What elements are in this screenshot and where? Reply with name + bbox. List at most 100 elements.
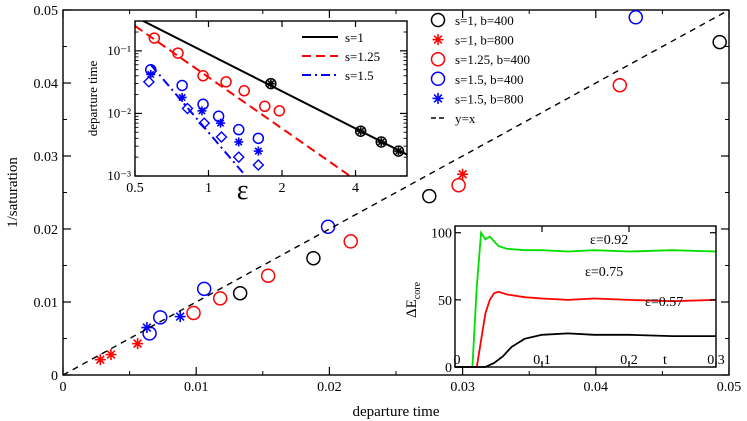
inset-point: [234, 137, 244, 147]
legend-label: s=1.25, b=400: [455, 52, 530, 67]
data-point: [612, 77, 628, 93]
inset-point: [232, 151, 245, 164]
data-point: [105, 349, 117, 361]
data-point: [628, 10, 644, 25]
inset-point: [176, 79, 188, 92]
data-point: [186, 305, 201, 321]
inset-point: [220, 76, 232, 88]
data-point: [451, 177, 466, 193]
inset-point: [375, 136, 388, 148]
inset-top-frame: [134, 20, 408, 177]
y-tick-label: 0.05: [34, 4, 59, 19]
main-plot: 0 0.01 0.02 0.03 0.04 0.05 0 0.01 0.02 0.03 0.04 0.…: [5, 4, 741, 420]
inset-point: [148, 32, 161, 44]
data-point: [174, 311, 186, 323]
y-tick-label: 0.02: [34, 223, 59, 238]
inset2-curve-label: ε=0.57: [645, 295, 683, 310]
inset-point: [215, 131, 228, 143]
legend: s=1, b=400 s=1, b=800 s=1.25, b=400 s=1.5, …: [430, 12, 530, 126]
energy-curve: [455, 290, 717, 368]
legend-marker: [430, 71, 446, 87]
inset-x-tick-label: 2: [279, 181, 286, 196]
data-point: [260, 268, 276, 283]
inset-point: [238, 85, 250, 97]
inset2-x-axis-label: t: [663, 353, 667, 368]
inset-energy-plot: 0 0.1 0.2 0.3 0 50 100 t ΔEcore ε=0.92 ε=0.75 ε=0.5…: [404, 225, 725, 376]
inset2-y-tick-label: 50: [438, 294, 452, 309]
inset-y-axis-label: departure time: [85, 61, 100, 137]
inset-point: [181, 102, 194, 115]
inset-point: [172, 47, 184, 59]
inset-top-data: [135, 21, 407, 176]
legend-marker: [430, 12, 446, 28]
inset2-y-tick-label: 100: [431, 227, 452, 242]
inset-point: [354, 125, 367, 137]
x-tick-label: 0: [60, 380, 67, 395]
inset-y-tick-label: 10⁻³: [107, 168, 131, 183]
energy-curve: [455, 332, 716, 368]
inset2-x-tick-label: 0.2: [620, 353, 638, 368]
x-tick-label: 0.01: [184, 380, 209, 395]
inset-point: [216, 118, 226, 128]
inset-fit-line: [135, 25, 351, 176]
inset-point: [198, 117, 211, 130]
data-point: [196, 281, 212, 297]
inset-point: [252, 132, 265, 145]
data-point: [457, 168, 469, 180]
inset2-curve-label: ε=0.75: [585, 265, 623, 280]
energy-curve: [455, 229, 717, 368]
x-tick-label: 0.04: [584, 380, 609, 395]
inset-point-star: [377, 137, 386, 146]
y-equals-x-line: [62, 9, 730, 376]
inset-point: [252, 158, 265, 171]
inset2-x-tick-label: 0.3: [707, 353, 725, 368]
legend-label: s=1, b=400: [455, 13, 514, 28]
x-tick-label: 0.03: [450, 380, 475, 395]
inset2-y-axis-label: ΔEcore: [404, 281, 423, 318]
inset2-y-tick-label: 0: [445, 361, 452, 376]
inset-point-star: [356, 127, 365, 136]
x-axis-label: departure time: [352, 404, 439, 420]
inset-x-axis-label: ε: [237, 175, 249, 206]
inset-point: [392, 145, 405, 157]
data-point: [306, 250, 321, 266]
inset-point: [197, 70, 209, 82]
inset2-x-tick-label: 0: [454, 353, 461, 368]
y-tick-label: 0.03: [34, 150, 59, 165]
inset-y-tick-label: 10⁻¹: [107, 43, 131, 58]
inset-legend-label: s=1.25: [345, 49, 380, 64]
inset-top-background: [135, 21, 407, 176]
inset-point: [253, 146, 263, 156]
legend-label: s=1, b=800: [455, 33, 514, 48]
inset-legend: s=1 s=1.25 s=1.5: [302, 30, 380, 83]
data-point: [94, 354, 106, 366]
y-tick-label: 0.04: [34, 77, 59, 92]
data-point: [232, 285, 248, 301]
data-point: [212, 291, 228, 306]
legend-marker: [430, 51, 446, 67]
inset-legend-label: s=1: [345, 30, 364, 45]
legend-marker: [432, 92, 444, 104]
inset-point: [177, 92, 187, 102]
inset-legend-label: s=1.5: [345, 68, 374, 83]
inset-point: [259, 100, 271, 113]
data-point: [712, 34, 727, 50]
legend-label: s=1.5, b=400: [455, 72, 523, 87]
inset-point-star: [394, 147, 403, 156]
y-tick-label: 0.01: [34, 296, 59, 311]
legend-label: y=x: [455, 111, 476, 126]
inset2-x-tick-label: 0.1: [533, 353, 551, 368]
y-tick-label: 0: [51, 369, 58, 384]
inset-point-star: [266, 79, 275, 88]
data-point: [132, 338, 144, 350]
inset-x-tick-label: 4: [352, 181, 359, 196]
data-point: [343, 234, 358, 249]
inset-bottom-frame: [454, 225, 717, 368]
legend-marker: [432, 34, 444, 46]
inset-x-tick-label: 0.5: [126, 181, 144, 196]
y-axis-label: 1/saturation: [5, 157, 21, 228]
data-point: [152, 310, 168, 325]
inset-point: [265, 77, 277, 90]
data-point: [422, 188, 437, 204]
